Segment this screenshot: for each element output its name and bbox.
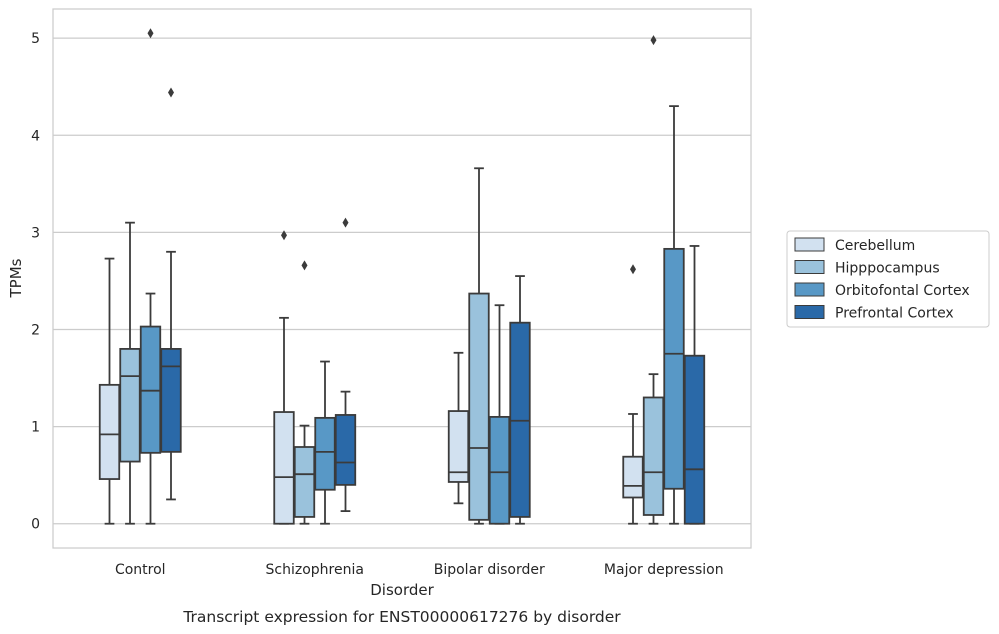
legend-label: Prefrontal Cortex [835,306,954,322]
box-body [663,247,685,490]
box-3-2 [509,275,531,525]
x-tick-label: Bipolar disorder [434,562,545,578]
y-tick-label: 0 [31,517,40,533]
legend-swatch [794,305,825,319]
boxes [98,28,706,525]
box-body [488,415,511,525]
x-tick-labels: Control Schizophrenia Bipolar disorder Majo… [115,562,724,578]
box-1-1 [293,260,316,525]
box-1-3 [642,35,665,525]
y-tick-label: 4 [31,128,40,144]
y-tick-label: 3 [31,225,40,241]
box-body [160,348,182,453]
legend-swatch [794,282,825,297]
box-body [98,383,121,480]
plot-frame [52,8,752,549]
box-0-2 [447,351,470,505]
y-tick-labels: 0 1 2 3 4 5 [31,31,40,533]
legend-label: Cerebellum [835,238,915,254]
box-body [139,325,162,454]
y-tick-label: 1 [31,420,40,436]
x-axis-label: Disorder [370,581,434,599]
y-tick-label: 2 [31,322,40,338]
outlier-point [147,28,154,39]
outlier-point [650,35,657,46]
box-0-0 [98,257,121,525]
box-body [509,321,531,518]
legend-label: Hipppocampus [835,261,940,277]
box-2-2 [488,304,511,525]
chart-caption: Transcript expression for ENST0000061727… [182,608,621,626]
outlier-point [281,230,287,241]
outlier-point [630,264,636,275]
box-body [273,411,295,525]
box-body [683,354,706,525]
box-3-1 [334,217,357,512]
box-1-2 [468,167,490,525]
y-axis-label: TPMs [7,258,25,298]
box-2-3 [663,105,685,525]
box-body [468,292,490,521]
y-tick-label: 5 [31,31,40,47]
legend-swatch [794,237,825,252]
box-body [447,410,470,483]
x-tick-label: Control [115,562,166,578]
outlier-point [301,260,308,271]
box-2-1 [314,360,336,525]
box-body [293,446,316,518]
box-2-0 [139,28,162,525]
box-1-0 [119,221,141,525]
legend-swatch [794,260,825,274]
box-body [642,396,665,516]
box-0-1 [273,230,295,525]
box-body [314,416,336,491]
x-tick-label: Major depression [604,562,724,578]
legend: Cerebellum Hipppocampus Orbitofontal Corte… [786,230,990,328]
box-3-0 [160,87,182,501]
outlier-point [168,87,174,98]
box-body [622,455,644,499]
box-0-3 [622,264,644,525]
box-body [334,414,357,486]
legend-label: Orbitofontal Cortex [835,283,970,299]
x-tick-label: Schizophrenia [266,562,364,578]
box-body [119,348,141,463]
outlier-point [342,217,349,228]
legend-frame [786,230,990,328]
box-3-3 [683,245,706,525]
